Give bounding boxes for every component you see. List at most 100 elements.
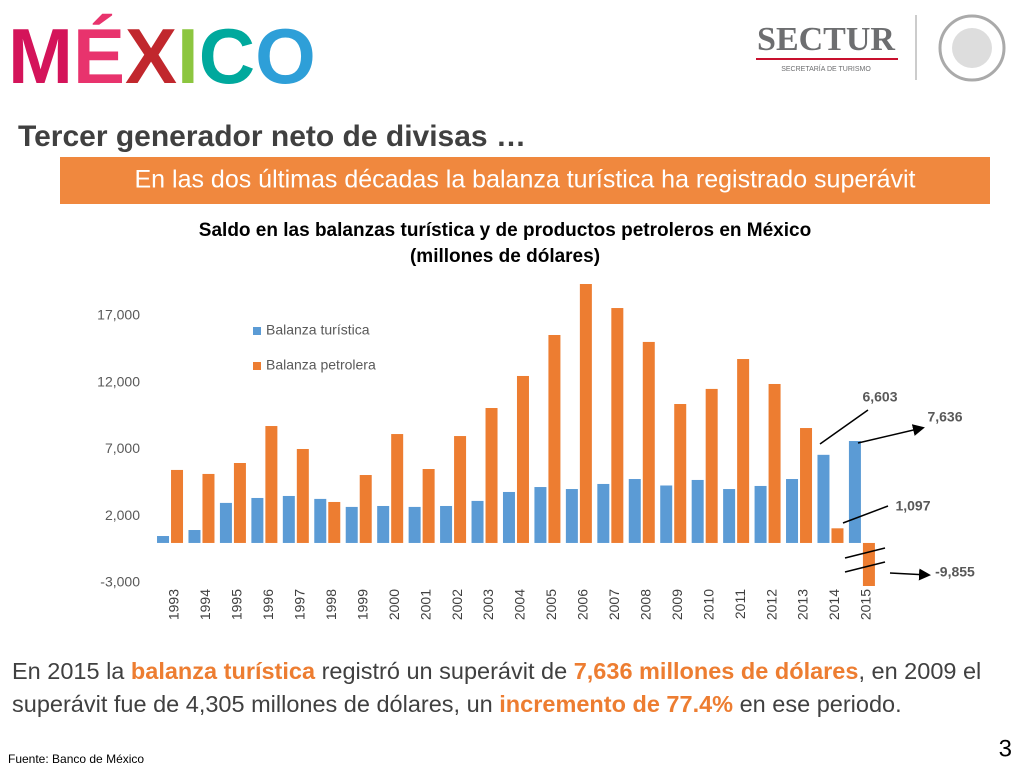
summary-text: en ese periodo.	[733, 691, 902, 717]
x-tick-label: 1997	[292, 589, 308, 620]
bar	[817, 454, 830, 543]
x-tick-label: 2000	[386, 589, 402, 620]
bar	[296, 448, 309, 543]
x-tick-label: 1998	[323, 589, 339, 620]
x-tick-label: 2012	[763, 589, 779, 620]
x-tick-label: 2002	[449, 589, 465, 620]
data-label: -9,855	[935, 564, 975, 580]
bar	[345, 506, 358, 543]
banner: En las dos últimas décadas la balanza tu…	[135, 166, 916, 194]
y-tick-label: 2,000	[105, 507, 140, 523]
legend-swatch	[253, 362, 261, 370]
summary-text: registró un superávit de	[315, 658, 574, 684]
x-tick-label: 2006	[575, 589, 591, 620]
bar	[691, 479, 704, 543]
summary-highlight: incremento de 77.4%	[499, 691, 734, 717]
page-number: 3	[999, 735, 1012, 762]
legend-swatch	[253, 327, 261, 335]
agency-subtitle: SECRETARÍA DE TURISMO	[781, 64, 871, 73]
x-tick-label: 2001	[417, 589, 433, 620]
x-tick-label: 2011	[732, 589, 748, 619]
legend-label: Balanza turística	[266, 322, 370, 338]
bar	[534, 487, 547, 543]
bar	[597, 483, 610, 543]
seal	[938, 14, 1006, 82]
leader-line	[819, 409, 869, 445]
y-tick-label: 12,000	[97, 373, 140, 389]
bar	[848, 441, 861, 543]
bar	[674, 404, 687, 543]
bar	[202, 473, 215, 543]
data-label: 1,097	[895, 498, 930, 514]
axis-break	[844, 561, 886, 573]
bar	[642, 341, 655, 543]
x-tick-label: 2007	[606, 589, 622, 620]
y-tick-label: -3,000	[100, 574, 140, 590]
bar	[737, 359, 750, 543]
data-label: 7,636	[927, 409, 962, 425]
agency-name: SECTUR	[757, 21, 895, 58]
x-tick-label: 2005	[543, 589, 559, 620]
legend-label: Balanza petrolera	[266, 357, 376, 373]
bar	[408, 506, 421, 543]
leader-line	[842, 505, 889, 524]
bar	[660, 485, 673, 543]
bar	[565, 489, 578, 543]
bar	[705, 388, 718, 543]
x-tick-label: 2003	[480, 589, 496, 620]
bar	[628, 479, 641, 543]
bar	[282, 495, 295, 543]
x-tick-label: 2009	[669, 589, 685, 620]
bar	[359, 475, 372, 543]
bar	[251, 497, 264, 543]
leader-line	[857, 424, 925, 444]
bar	[485, 408, 498, 543]
x-tick-label: 2004	[512, 589, 528, 620]
chart-title: (millones de dólares)	[410, 246, 600, 267]
x-tick-label: 2010	[700, 589, 716, 620]
bar	[391, 434, 404, 543]
x-tick-label: 1994	[197, 589, 213, 620]
bar	[454, 436, 467, 543]
source: Fuente: Banco de México	[8, 752, 144, 766]
summary: En 2015 la balanza turística registró un…	[12, 655, 1012, 721]
x-tick-label: 2013	[795, 589, 811, 620]
summary-text: , en 2009 el superávit fue de 4,305 mill…	[12, 658, 982, 717]
bar	[377, 505, 390, 543]
bar	[471, 500, 484, 543]
x-tick-label: 1996	[260, 589, 276, 620]
bar	[831, 528, 844, 543]
bar	[171, 469, 184, 543]
bar	[768, 383, 781, 543]
x-tick-label: 2015	[858, 589, 874, 620]
logo: MÉXICO	[8, 12, 316, 100]
bar	[265, 426, 278, 543]
bar	[157, 536, 170, 543]
summary-text: En 2015 la	[12, 658, 131, 684]
bar	[314, 498, 327, 543]
data-label: 6,603	[862, 389, 897, 405]
bar	[188, 530, 201, 543]
bar	[233, 463, 246, 543]
banner-bg	[60, 157, 990, 204]
bar	[754, 485, 767, 543]
x-tick-label: 1999	[354, 589, 370, 620]
x-tick-label: 2014	[826, 589, 842, 620]
summary-highlight: 7,636 millones de dólares	[573, 658, 859, 684]
bar	[440, 505, 453, 543]
bar	[723, 489, 736, 543]
summary-highlight: balanza turística	[130, 658, 316, 684]
bar	[611, 308, 624, 543]
bar	[516, 375, 529, 543]
seal-center	[952, 28, 992, 68]
bar	[502, 491, 515, 543]
chart-title: Saldo en las balanzas turística y de pro…	[199, 220, 811, 241]
bar	[786, 479, 799, 543]
bar	[548, 334, 561, 543]
x-tick-label: 1993	[166, 589, 182, 620]
heading: Tercer generador neto de divisas …	[18, 120, 526, 153]
bar	[219, 502, 232, 543]
bar	[800, 428, 813, 543]
